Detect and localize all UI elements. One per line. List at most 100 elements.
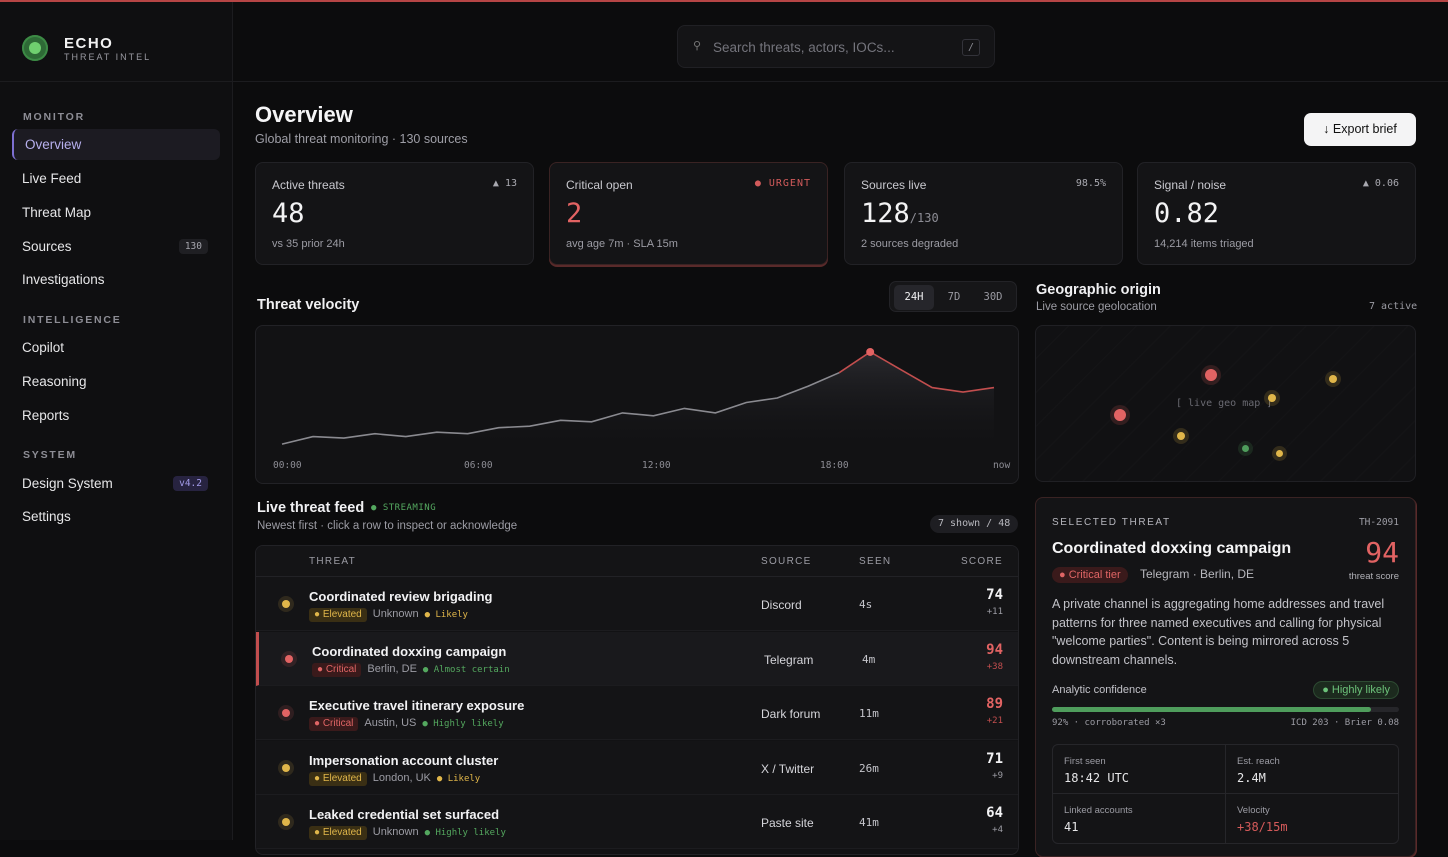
kpi-card-active-threats[interactable]: Active threats ▲ 13 48 vs 35 prior 24h <box>255 162 534 265</box>
confidence-standard: ICD 203 · Brier 0.08 <box>1290 718 1399 728</box>
column-score[interactable]: SCORE <box>960 556 1003 567</box>
feed-count-badge: 7 shown / 48 <box>930 515 1019 533</box>
stat-label: First seen <box>1064 756 1106 767</box>
confidence-stat: 92% · corroborated ×3 <box>1052 718 1166 728</box>
sidebar-item-label: Reports <box>22 408 70 423</box>
confidence-bar <box>1052 707 1399 712</box>
threat-score: 94 <box>1365 536 1399 569</box>
threat-source: Discord <box>761 598 802 612</box>
range-selector: 24H 7D 30D <box>889 281 1017 312</box>
threat-seen: 4s <box>859 598 873 611</box>
geo-point[interactable] <box>1176 431 1185 440</box>
sidebar-item-settings[interactable]: Settings <box>12 501 220 532</box>
sidebar-item-reasoning[interactable]: Reasoning <box>12 366 220 397</box>
kpi-label: Sources live <box>861 178 927 192</box>
stat-label: Est. reach <box>1237 756 1280 767</box>
kpi-card-signal-noise[interactable]: Signal / noise ▲ 0.06 0.82 14,214 items … <box>1137 162 1416 265</box>
threat-seen: 4m <box>862 652 876 666</box>
column-seen[interactable]: SEEN <box>859 556 892 567</box>
table-row[interactable]: Coordinated doxxing campaign ● Critical Be… <box>256 631 1018 686</box>
geo-point[interactable] <box>1276 449 1284 457</box>
kpi-delta: ▲ 13 <box>492 178 517 189</box>
geo-point[interactable] <box>1242 444 1250 452</box>
geo-point[interactable] <box>1205 368 1218 381</box>
location-pin-icon: ⚲ <box>693 40 702 52</box>
severity-dot-icon <box>282 818 290 826</box>
x-tick-label: 12:00 <box>642 460 671 471</box>
threat-source: X / Twitter <box>761 761 815 776</box>
threat-name: Coordinated review brigading <box>309 589 493 604</box>
kpi-note: 14,214 items triaged <box>1154 238 1254 250</box>
kpi-note: 2 sources degraded <box>861 238 959 250</box>
threat-meta: ● Critical Berlin, DE ● Almost certain <box>312 662 510 677</box>
velocity-line-peak <box>838 350 995 393</box>
threat-seen: 41m <box>859 816 879 829</box>
stat-value: 2.4M <box>1237 771 1266 785</box>
sidebar-item-label: Copilot <box>22 340 65 355</box>
threat-seen: 26m <box>859 761 879 775</box>
threat-description: A private channel is aggregating home ad… <box>1052 597 1385 667</box>
sidebar-item-copilot[interactable]: Copilot <box>12 332 220 363</box>
search-shortcut-key: / <box>962 39 980 56</box>
kpi-note: vs 35 prior 24h <box>272 238 345 250</box>
sidebar-item-label: Design System <box>22 476 113 491</box>
threat-title: Coordinated doxxing campaign <box>1052 540 1292 557</box>
severity-dot-icon <box>285 654 293 663</box>
kpi-label: Critical open <box>566 178 633 192</box>
table-row[interactable]: Executive travel itinerary exposure ● Cri… <box>256 686 1018 740</box>
search-input[interactable]: ⚲ Search threats, actors, IOCs... / <box>677 25 995 68</box>
range-24h-button[interactable]: 24H <box>894 285 934 310</box>
sidebar-item-investigations[interactable]: Investigations <box>12 264 220 295</box>
geo-point[interactable] <box>1113 409 1126 422</box>
confidence-label: Highly likely <box>433 719 504 729</box>
sidebar-item-sources[interactable]: Sources 130 <box>12 231 220 262</box>
sidebar-item-live-feed[interactable]: Live Feed <box>12 163 220 194</box>
selected-threat-label: SELECTED THREAT <box>1052 517 1171 528</box>
table-row[interactable]: Coordinated review brigading ● Elevated Un… <box>256 577 1018 631</box>
table-row[interactable]: Leaked credential set surfaced ● Elevated… <box>256 795 1018 849</box>
geo-title: Geographic origin <box>1036 282 1161 298</box>
column-threat[interactable]: THREAT <box>309 556 357 567</box>
threat-meta: ● Elevated Unknown ● Highly likely <box>309 826 506 840</box>
sidebar-item-label: Reasoning <box>22 374 87 389</box>
sidebar-item-label: Threat Map <box>22 205 92 220</box>
geo-map[interactable]: [ live geo map ] <box>1035 325 1416 482</box>
severity-dot-icon <box>282 763 290 772</box>
nav-section-intelligence: INTELLIGENCE <box>23 314 122 326</box>
threat-name: Coordinated doxxing campaign <box>312 643 507 659</box>
stat-est-reach: Est. reach 2.4M <box>1226 745 1399 794</box>
kpi-value-unit: /130 <box>909 211 939 225</box>
kpi-card-sources-live[interactable]: Sources live 98.5% 128/130 2 sources deg… <box>844 162 1123 265</box>
sidebar-item-threat-map[interactable]: Threat Map <box>12 197 220 228</box>
brand[interactable]: ECHO THREAT INTEL <box>0 2 233 82</box>
sidebar-item-reports[interactable]: Reports <box>12 400 220 431</box>
column-source[interactable]: SOURCE <box>761 556 812 567</box>
export-brief-button[interactable]: ↓ Export brief <box>1304 113 1416 146</box>
threat-score-delta: +9 <box>992 770 1003 781</box>
threat-id: TH-2091 <box>1358 517 1399 528</box>
sidebar-item-overview[interactable]: Overview <box>12 129 220 160</box>
table-row[interactable]: Impersonation account cluster ● Elevated L… <box>256 740 1018 795</box>
kpi-value: 128/130 <box>861 198 939 229</box>
sources-count-badge: 130 <box>178 239 208 254</box>
threat-meta: ● Critical Austin, US ● Highly likely <box>309 717 504 731</box>
streaming-label: STREAMING <box>382 503 437 513</box>
geo-point[interactable] <box>1268 394 1277 403</box>
range-7d-button[interactable]: 7D <box>947 291 961 303</box>
threat-score: 64 <box>986 805 1003 821</box>
severity-dot-icon <box>282 709 290 717</box>
confidence-label: Likely <box>435 610 468 620</box>
shield-logo-icon <box>22 35 48 61</box>
sidebar-item-design-system[interactable]: Design System v4.2 <box>12 468 220 499</box>
velocity-chart-svg: 00:00 06:00 12:00 18:00 now <box>273 347 1010 471</box>
kpi-value: 0.82 <box>1154 198 1220 229</box>
confidence-tag: ● Almost certain <box>422 664 510 675</box>
stat-value: 41 <box>1064 820 1079 834</box>
geo-point[interactable] <box>1329 375 1338 384</box>
sidebar-item-label: Sources <box>22 239 72 254</box>
stat-label: Velocity <box>1237 805 1270 816</box>
kpi-card-critical-open[interactable]: Critical open ● URGENT 2 avg age 7m · SL… <box>549 162 828 265</box>
threat-score-delta: +4 <box>992 825 1003 835</box>
range-30d-button[interactable]: 30D <box>983 291 1003 303</box>
threat-score-delta: +11 <box>986 607 1003 617</box>
